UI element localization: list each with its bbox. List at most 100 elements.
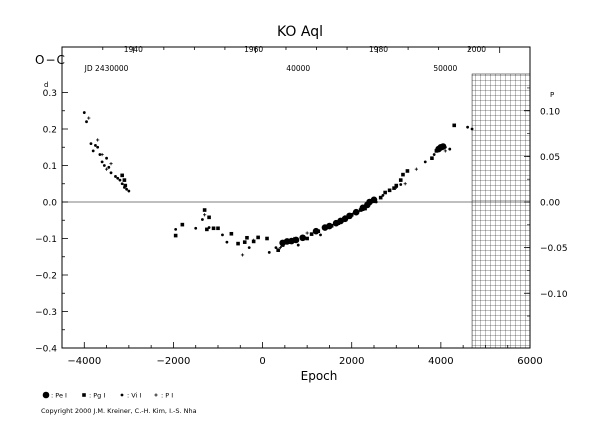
top-jd-label: JD 2430000 — [84, 64, 129, 73]
y-tick-label: 0.0 — [43, 199, 58, 209]
data-point-plus — [305, 231, 309, 235]
data-point-small-dot — [207, 226, 211, 229]
data-point-plus — [403, 182, 407, 186]
data-point-square — [120, 173, 124, 178]
top-jd-label: 50000 — [433, 64, 457, 73]
data-point-small-dot — [96, 145, 100, 149]
x-tick-label: 6000 — [517, 356, 542, 367]
top-year-label: 1980 — [369, 45, 388, 54]
legend-label: : Pg I — [89, 392, 105, 400]
data-point-square — [207, 215, 211, 220]
top-year-label: 1940 — [124, 45, 143, 54]
data-point-small-dot — [109, 171, 113, 175]
data-point-plus — [292, 236, 296, 241]
top-jd-label: 40000 — [286, 64, 310, 73]
data-point-small-dot — [125, 187, 129, 191]
data-point-small-dot — [194, 226, 198, 230]
legend-marker — [82, 393, 86, 397]
legend-label: : Pe I — [51, 392, 67, 400]
x-tick-label: −2000 — [157, 356, 191, 367]
data-point-square — [309, 232, 314, 236]
x-tick-label: 2000 — [339, 356, 364, 367]
data-point-square — [256, 235, 260, 240]
data-point-square — [123, 183, 128, 188]
data-point-square — [205, 227, 209, 232]
y-tick-label: −0.2 — [35, 272, 57, 282]
y-tick-label: 0.2 — [43, 126, 57, 136]
data-point-square — [452, 123, 457, 128]
legend-label: : Vi I — [127, 392, 141, 400]
data-point-large-dot — [299, 234, 306, 242]
data-point-square — [372, 199, 376, 204]
data-point-small-dot — [374, 200, 378, 204]
y-axis-label: O−C — [35, 53, 66, 67]
data-point-square — [245, 235, 249, 240]
legend-marker — [120, 393, 124, 397]
data-point-square — [329, 223, 334, 228]
data-point-square — [316, 229, 321, 233]
data-point-square — [122, 178, 127, 182]
data-point-square — [305, 236, 309, 241]
y-tick-label: 0.3 — [43, 89, 57, 99]
data-point-plus — [203, 213, 207, 217]
data-point-plus — [104, 167, 109, 171]
data-point-square — [405, 169, 410, 173]
data-point-square — [265, 236, 269, 241]
data-point-small-dot — [116, 176, 120, 180]
copyright-footer: Copyright 2000 J.M. Kreiner, C.-H. Kim, … — [41, 407, 197, 415]
data-point-small-dot — [274, 246, 278, 250]
data-point-square — [229, 231, 234, 236]
data-point-square — [202, 208, 207, 212]
data-point-small-dot — [399, 183, 403, 186]
data-point-small-dot — [123, 186, 126, 189]
data-point-plus — [394, 185, 398, 189]
data-point-small-dot — [107, 165, 111, 169]
data-point-small-dot — [319, 233, 322, 237]
data-point-small-dot — [352, 211, 356, 215]
data-point-square — [216, 226, 220, 231]
legend-marker — [154, 393, 158, 397]
data-point-square — [180, 222, 185, 227]
data-point-square — [276, 248, 280, 252]
data-point-square — [430, 156, 434, 160]
data-point-square — [211, 226, 216, 231]
data-point-square — [378, 195, 383, 200]
data-point-small-dot — [221, 233, 224, 237]
data-point-small-dot — [448, 147, 452, 151]
data-point-small-dot — [127, 189, 131, 193]
data-point-small-dot — [267, 250, 271, 254]
data-point-small-dot — [443, 145, 447, 149]
data-point-small-dot — [432, 153, 436, 156]
data-point-plus — [414, 167, 418, 171]
data-point-small-dot — [94, 144, 97, 147]
data-point-small-dot — [225, 240, 229, 244]
data-point-small-dot — [89, 142, 93, 146]
data-point-small-dot — [114, 175, 117, 178]
right-tick-label: 0.10 — [540, 107, 560, 117]
legend-marker — [42, 391, 50, 399]
data-point-small-dot — [118, 178, 122, 182]
x-tick-label: 0 — [259, 356, 265, 367]
data-point-square — [287, 240, 292, 244]
y-tick-label: −0.1 — [35, 235, 57, 245]
data-point-small-dot — [381, 194, 385, 197]
chart-title: KO Aql — [277, 24, 323, 40]
data-point-plus — [96, 138, 100, 142]
data-point-square — [401, 172, 405, 177]
data-point-square — [242, 240, 247, 244]
data-point-square — [280, 243, 285, 247]
data-point-small-dot — [82, 111, 86, 114]
data-point-small-dot — [423, 160, 427, 164]
data-point-plus — [252, 238, 256, 242]
x-tick-label: 4000 — [428, 356, 453, 367]
data-point-plus — [100, 152, 104, 157]
x-tick-label: −4000 — [67, 356, 101, 367]
data-point-square — [383, 190, 387, 195]
right-tick-label: −0.10 — [540, 290, 568, 300]
data-point-small-dot — [98, 153, 102, 156]
legend-label: : P I — [161, 392, 173, 400]
legend: : Pe I : Pg I : Vi I : P I — [42, 391, 173, 400]
x-axis-label: Epoch — [301, 369, 338, 383]
data-point-small-dot — [105, 156, 108, 160]
